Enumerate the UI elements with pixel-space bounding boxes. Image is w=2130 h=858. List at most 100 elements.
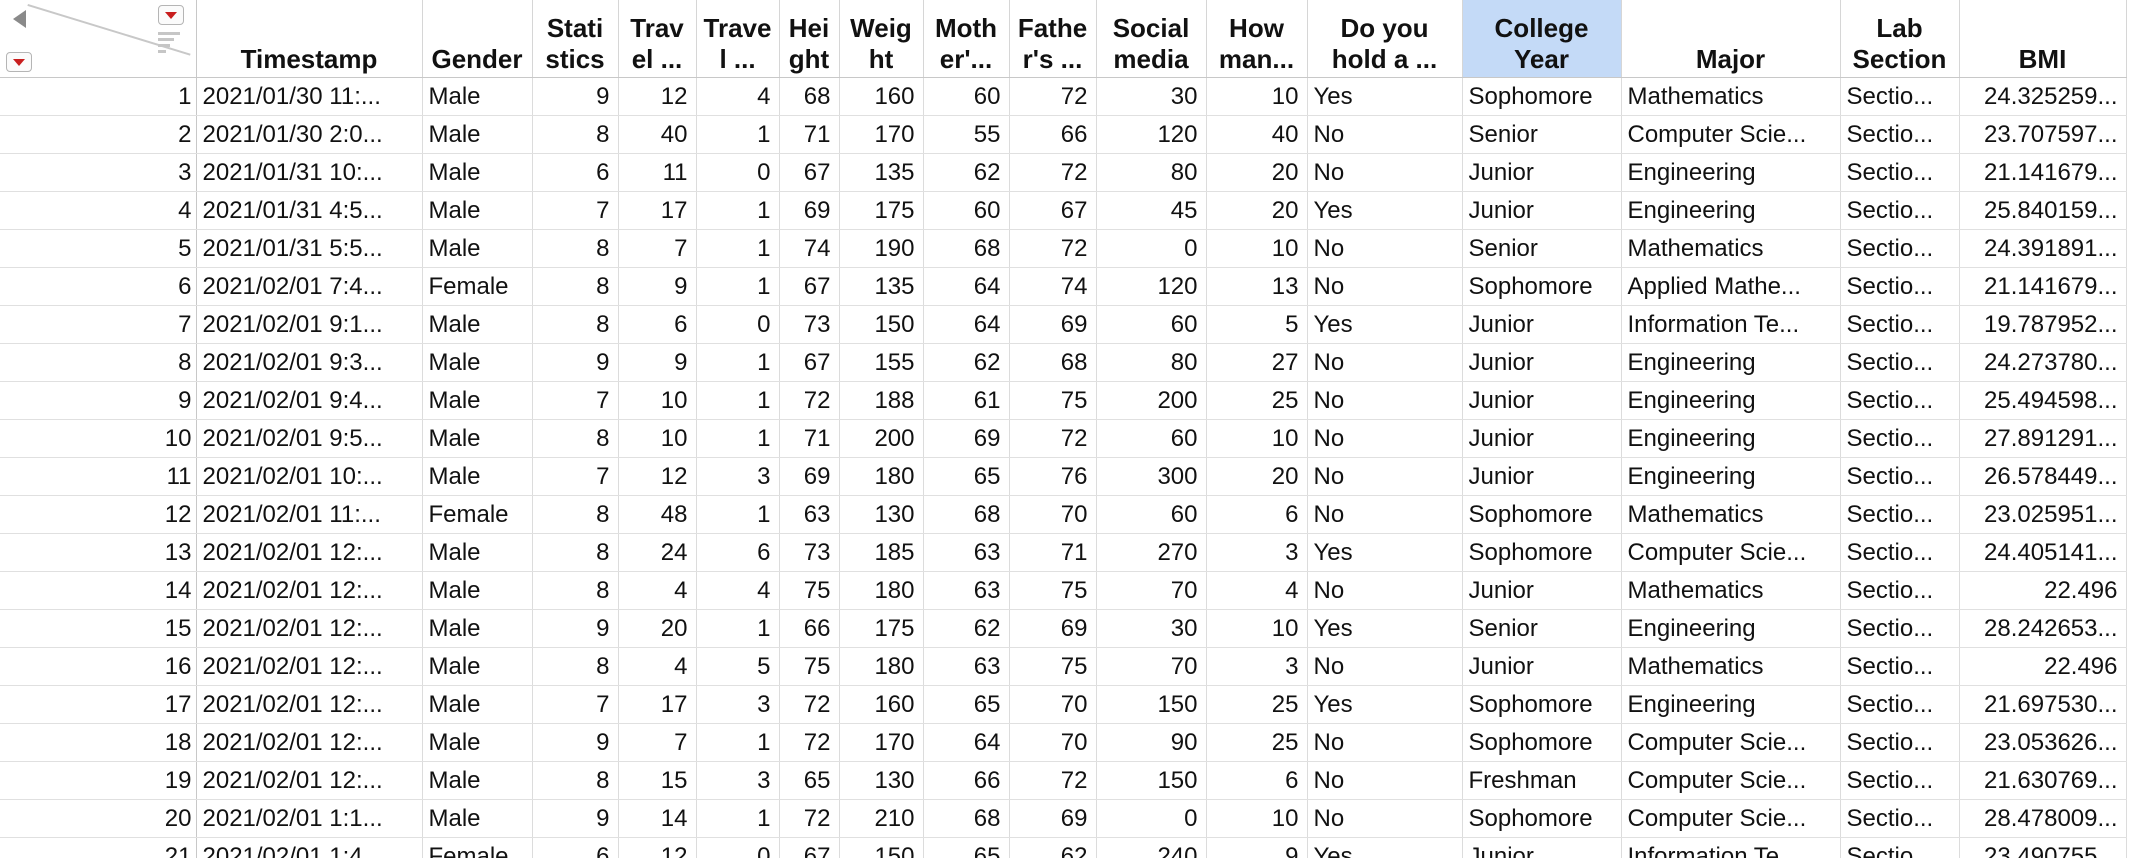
cell-social[interactable]: 120 xyxy=(1096,115,1207,154)
cell-fathers[interactable]: 62 xyxy=(1009,837,1097,858)
cell-height[interactable]: 75 xyxy=(779,647,840,686)
cell-statistics[interactable]: 9 xyxy=(532,77,619,116)
cell-howman[interactable]: 40 xyxy=(1206,115,1308,154)
cell-travel2[interactable]: 3 xyxy=(696,761,780,800)
column-header-howman[interactable]: How man... xyxy=(1206,0,1308,78)
cell-lab[interactable]: Sectio... xyxy=(1840,267,1960,306)
cell-fathers[interactable]: 72 xyxy=(1009,153,1097,192)
cell-gender[interactable]: Male xyxy=(422,457,533,496)
cell-social[interactable]: 80 xyxy=(1096,343,1207,382)
cell-gender[interactable]: Male xyxy=(422,343,533,382)
cell-howman[interactable]: 27 xyxy=(1206,343,1308,382)
cell-bmi[interactable]: 22.496 xyxy=(1959,571,2127,610)
cell-timestamp[interactable]: 2021/02/01 10:... xyxy=(196,457,423,496)
cell-travel1[interactable]: 7 xyxy=(618,229,697,268)
cell-mothers[interactable]: 64 xyxy=(923,267,1010,306)
cell-bmi[interactable]: 21.141679... xyxy=(1959,153,2127,192)
cell-lab[interactable]: Sectio... xyxy=(1840,723,1960,762)
cell-weight[interactable]: 135 xyxy=(839,153,924,192)
cell-hold[interactable]: No xyxy=(1307,761,1463,800)
cell-social[interactable]: 90 xyxy=(1096,723,1207,762)
cell-height[interactable]: 63 xyxy=(779,495,840,534)
column-header-travel2[interactable]: Trave l ... xyxy=(696,0,780,78)
cell-statistics[interactable]: 9 xyxy=(532,799,619,838)
cell-social[interactable]: 0 xyxy=(1096,799,1207,838)
column-header-major[interactable]: Major xyxy=(1621,0,1841,78)
cell-travel1[interactable]: 9 xyxy=(618,267,697,306)
cell-travel1[interactable]: 14 xyxy=(618,799,697,838)
cell-statistics[interactable]: 8 xyxy=(532,419,619,458)
column-header-weight[interactable]: Weig ht xyxy=(839,0,924,78)
cell-height[interactable]: 65 xyxy=(779,761,840,800)
cell-bmi[interactable]: 26.578449... xyxy=(1959,457,2127,496)
column-header-year[interactable]: College Year xyxy=(1462,0,1622,78)
column-header-gender[interactable]: Gender xyxy=(422,0,533,78)
cell-travel2[interactable]: 4 xyxy=(696,571,780,610)
cell-travel1[interactable]: 9 xyxy=(618,343,697,382)
cell-mothers[interactable]: 62 xyxy=(923,343,1010,382)
cell-hold[interactable]: No xyxy=(1307,723,1463,762)
cell-major[interactable]: Computer Scie... xyxy=(1621,761,1841,800)
cell-year[interactable]: Sophomore xyxy=(1462,685,1622,724)
cell-weight[interactable]: 210 xyxy=(839,799,924,838)
cell-howman[interactable]: 6 xyxy=(1206,761,1308,800)
cell-mothers[interactable]: 68 xyxy=(923,799,1010,838)
column-header-hold[interactable]: Do you hold a ... xyxy=(1307,0,1463,78)
cell-lab[interactable]: Sectio... xyxy=(1840,457,1960,496)
table-row[interactable]: 9 2021/02/01 9:4... Male 7 10 1 72 188 61 75 200 25… xyxy=(0,381,2127,420)
cell-major[interactable]: Engineering xyxy=(1621,343,1841,382)
cell-lab[interactable]: Sectio... xyxy=(1840,77,1960,116)
cell-weight[interactable]: 130 xyxy=(839,495,924,534)
row-number[interactable]: 17 xyxy=(0,685,197,724)
cell-mothers[interactable]: 62 xyxy=(923,153,1010,192)
cell-statistics[interactable]: 7 xyxy=(532,685,619,724)
cell-hold[interactable]: No xyxy=(1307,457,1463,496)
column-header-timestamp[interactable]: Timestamp xyxy=(196,0,423,78)
cell-weight[interactable]: 130 xyxy=(839,761,924,800)
cell-timestamp[interactable]: 2021/02/01 7:4... xyxy=(196,267,423,306)
cell-social[interactable]: 45 xyxy=(1096,191,1207,230)
cell-social[interactable]: 30 xyxy=(1096,609,1207,648)
cell-fathers[interactable]: 69 xyxy=(1009,609,1097,648)
cell-major[interactable]: Mathematics xyxy=(1621,571,1841,610)
cell-gender[interactable]: Male xyxy=(422,191,533,230)
cell-weight[interactable]: 160 xyxy=(839,685,924,724)
columns-menu-dropdown-icon[interactable] xyxy=(158,5,184,25)
cell-gender[interactable]: Male xyxy=(422,571,533,610)
cell-mothers[interactable]: 60 xyxy=(923,77,1010,116)
cell-weight[interactable]: 155 xyxy=(839,343,924,382)
cell-bmi[interactable]: 24.273780... xyxy=(1959,343,2127,382)
cell-mothers[interactable]: 61 xyxy=(923,381,1010,420)
cell-mothers[interactable]: 60 xyxy=(923,191,1010,230)
cell-fathers[interactable]: 72 xyxy=(1009,419,1097,458)
cell-gender[interactable]: Male xyxy=(422,77,533,116)
cell-weight[interactable]: 180 xyxy=(839,647,924,686)
cell-statistics[interactable]: 7 xyxy=(532,381,619,420)
cell-lab[interactable]: Sectio... xyxy=(1840,419,1960,458)
cell-statistics[interactable]: 9 xyxy=(532,609,619,648)
row-number[interactable]: 1 xyxy=(0,77,197,116)
cell-hold[interactable]: No xyxy=(1307,343,1463,382)
cell-statistics[interactable]: 7 xyxy=(532,191,619,230)
cell-fathers[interactable]: 70 xyxy=(1009,723,1097,762)
cell-mothers[interactable]: 55 xyxy=(923,115,1010,154)
cell-statistics[interactable]: 8 xyxy=(532,305,619,344)
table-row[interactable]: 11 2021/02/01 10:... Male 7 12 3 69 180 65 76 300 2… xyxy=(0,457,2127,496)
cell-height[interactable]: 73 xyxy=(779,533,840,572)
cell-timestamp[interactable]: 2021/01/31 4:5... xyxy=(196,191,423,230)
cell-statistics[interactable]: 8 xyxy=(532,229,619,268)
cell-height[interactable]: 72 xyxy=(779,723,840,762)
cell-fathers[interactable]: 72 xyxy=(1009,77,1097,116)
cell-timestamp[interactable]: 2021/02/01 9:1... xyxy=(196,305,423,344)
cell-bmi[interactable]: 23.053626... xyxy=(1959,723,2127,762)
cell-social[interactable]: 150 xyxy=(1096,685,1207,724)
cell-travel2[interactable]: 0 xyxy=(696,153,780,192)
cell-travel2[interactable]: 1 xyxy=(696,799,780,838)
cell-travel2[interactable]: 6 xyxy=(696,533,780,572)
cell-year[interactable]: Junior xyxy=(1462,419,1622,458)
cell-bmi[interactable]: 23.025951... xyxy=(1959,495,2127,534)
cell-major[interactable]: Information Te... xyxy=(1621,305,1841,344)
cell-mothers[interactable]: 63 xyxy=(923,533,1010,572)
cell-gender[interactable]: Male xyxy=(422,153,533,192)
cell-social[interactable]: 80 xyxy=(1096,153,1207,192)
